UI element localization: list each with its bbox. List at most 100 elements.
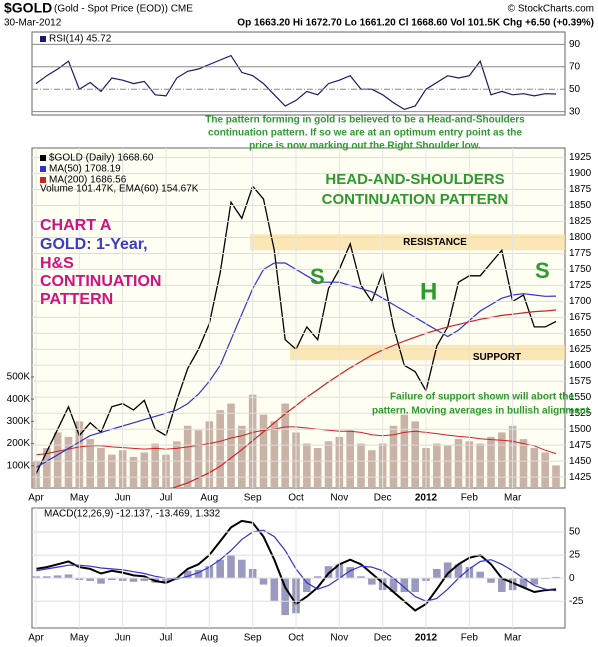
volume-bar <box>389 425 398 488</box>
y-tick-label: 1625 <box>569 344 592 355</box>
histogram-bar <box>140 578 149 581</box>
y-tick-label: 1750 <box>569 264 592 275</box>
y2-tick-label: 300K <box>7 416 31 427</box>
failure-note: pattern. Moving averages in bullish alig… <box>372 406 592 417</box>
x-tick-label: Nov <box>330 493 348 504</box>
chart-label: GOLD: 1-Year, <box>40 236 148 253</box>
volume-bar <box>270 421 279 488</box>
y-tick-label: 1775 <box>569 248 592 259</box>
y-tick-label: 70 <box>569 61 581 72</box>
price-panel <box>31 147 566 489</box>
y-tick-label: -25 <box>569 596 584 607</box>
y-tick-label: 50 <box>569 84 581 95</box>
histogram-bar <box>270 578 279 602</box>
y-tick-label: 1525 <box>569 408 592 419</box>
band-label: SUPPORT <box>473 352 521 363</box>
x-tick-label: Dec <box>374 493 392 504</box>
legend-swatch <box>40 155 46 161</box>
shoulder-label: S <box>310 264 325 289</box>
x-tick-label: Jul <box>160 493 173 504</box>
histogram-bar <box>433 568 441 579</box>
y-tick-label: 1650 <box>569 328 592 339</box>
chart-label: CONTINUATION <box>40 273 161 290</box>
volume-bar <box>411 421 419 488</box>
band <box>290 344 565 361</box>
y-tick-label: 0 <box>569 573 575 584</box>
volume-bar <box>151 443 159 488</box>
quote: Op 1663.20 Hi 1672.70 Lo 1661.20 Cl 1668… <box>237 18 594 29</box>
volume-bar <box>519 439 528 488</box>
date: 30-Mar-2012 <box>4 18 62 29</box>
legend-swatch <box>40 177 46 183</box>
volume-bar <box>227 403 235 488</box>
failure-note: Failure of support shown will abort the <box>390 392 574 403</box>
volume-bar <box>357 443 365 488</box>
symbol-desc: (Gold - Spot Price (EOD)) CME <box>54 4 193 15</box>
x-tick-label: Jul <box>160 633 173 644</box>
histogram-bar <box>519 578 528 588</box>
y-tick-label: 30 <box>569 106 581 117</box>
y-tick-label: 1450 <box>569 456 592 467</box>
y-tick-label: 1700 <box>569 296 592 307</box>
volume-bar <box>173 441 181 488</box>
y-tick-label: 1825 <box>569 216 592 227</box>
x-tick-label: 2012 <box>415 493 438 504</box>
histogram-bar <box>238 559 246 579</box>
x-tick-label: Mar <box>504 493 522 504</box>
y-tick-label: 1875 <box>569 184 592 195</box>
histogram-bar <box>53 575 62 579</box>
legend-entry: MA(50) 1708.19 <box>49 164 121 175</box>
y-tick-label: 1575 <box>569 376 592 387</box>
volume-bar <box>108 454 116 488</box>
x-tick-label: Mar <box>504 633 522 644</box>
y-tick-label: 1550 <box>569 392 592 403</box>
y2-tick-label: 500K <box>7 372 31 383</box>
x-tick-label: Feb <box>461 633 479 644</box>
y-tick-label: 1600 <box>569 360 592 371</box>
pattern-title: HEAD-AND-SHOULDERS <box>325 171 504 188</box>
x-tick-label: Apr <box>28 493 44 504</box>
volume-bar <box>64 436 73 488</box>
plot <box>35 54 557 111</box>
credit: © StockCharts.com <box>508 4 594 15</box>
volume-bar <box>194 430 203 488</box>
x-tick-label: Feb <box>461 493 479 504</box>
y-tick-label: 1500 <box>569 424 592 435</box>
volume-bar <box>498 432 506 488</box>
y-tick-label: 1800 <box>569 232 592 243</box>
y2-tick-label: 200K <box>7 438 31 449</box>
chart-label: PATTERN <box>40 291 113 308</box>
volume-bar <box>368 450 376 488</box>
histogram-bar <box>281 578 289 616</box>
histogram-bar <box>476 571 484 579</box>
histogram-bar <box>487 578 495 583</box>
macd-panel <box>31 507 566 629</box>
histogram-bar <box>64 574 73 579</box>
volume-bar <box>324 441 333 488</box>
volume-legend: Volume 101.47K, EMA(60) 154.67K <box>40 184 199 195</box>
volume-bar <box>433 443 441 488</box>
histogram-bar <box>129 578 138 582</box>
histogram-bar <box>97 578 105 584</box>
macd-title: MACD(12,26,9) -12.137, -13.469, 1.332 <box>44 509 221 520</box>
volume-bar <box>541 452 549 488</box>
volume-bar <box>281 403 289 488</box>
x-tick-label: Jun <box>115 633 131 644</box>
x-tick-label: Apr <box>28 633 44 644</box>
symbol: $GOLD <box>4 0 52 16</box>
histogram-bar <box>303 578 311 592</box>
volume-bar <box>129 456 138 488</box>
x-tick-label: Sep <box>244 633 262 644</box>
x-tick-label: Dec <box>374 633 392 644</box>
y-tick-label: 50 <box>569 527 581 538</box>
band-label: RESISTANCE <box>403 237 467 248</box>
y-tick-label: 1675 <box>569 312 592 323</box>
legend-entry: MA(200) 1686.56 <box>49 175 127 186</box>
x-tick-label: Sep <box>244 493 262 504</box>
x-tick-label: Nov <box>330 633 348 644</box>
histogram-bar <box>183 570 192 579</box>
volume-bar <box>43 448 51 488</box>
volume-bar <box>476 443 484 488</box>
histogram-bar <box>227 555 235 579</box>
